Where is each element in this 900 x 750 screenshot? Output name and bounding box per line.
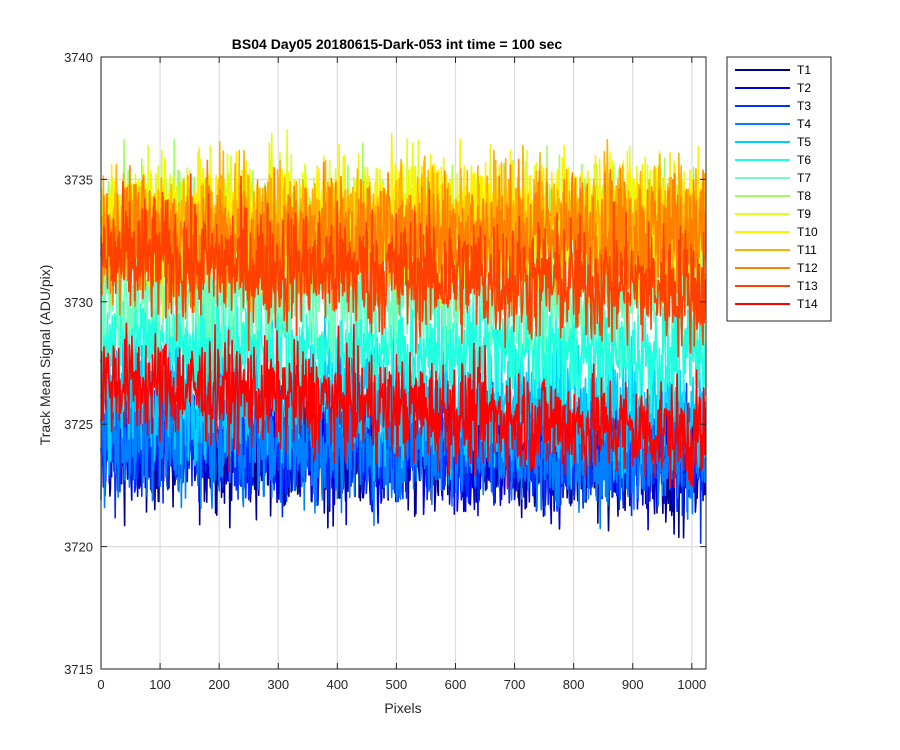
legend-label-t5: T5: [797, 135, 811, 149]
x-tick-label: 500: [386, 677, 408, 692]
y-tick-label: 3720: [64, 540, 93, 555]
legend-label-t11: T11: [797, 243, 817, 257]
x-tick-label: 0: [97, 677, 104, 692]
series-line-t6: [100, 260, 707, 425]
x-tick-label: 900: [622, 677, 644, 692]
legend-label-t2: T2: [797, 81, 811, 95]
legend-label-t10: T10: [797, 225, 818, 239]
y-tick-label: 3740: [64, 50, 93, 65]
x-tick-label: 300: [267, 677, 289, 692]
x-tick-label: 700: [504, 677, 526, 692]
legend-label-t8: T8: [797, 189, 811, 203]
legend-label-t12: T12: [797, 261, 818, 275]
x-tick-label: 1000: [677, 677, 706, 692]
x-tick-label: 600: [445, 677, 467, 692]
legend-label-t1: T1: [797, 63, 811, 77]
y-tick-label: 3730: [64, 295, 93, 310]
y-axis-label: Track Mean Signal (ADU/pix): [37, 265, 53, 446]
series-line-t14: [100, 322, 707, 490]
x-axis-label: Pixels: [384, 700, 421, 716]
legend-label-t14: T14: [797, 297, 818, 311]
legend-box: [726, 56, 832, 322]
x-tick-label: 100: [149, 677, 171, 692]
legend-label-t4: T4: [797, 117, 811, 131]
x-tick-label: 200: [208, 677, 230, 692]
x-tick-label: 800: [563, 677, 585, 692]
legend-label-t6: T6: [797, 153, 811, 167]
axes-box: [100, 56, 707, 670]
legend: T1 T2 T3 T4 T5 T6 T7 T8 T9 T10 T11 T12 T13 T14: [726, 56, 832, 322]
y-tick-label: 3715: [64, 662, 93, 677]
plot-area: [100, 129, 707, 544]
y-tick-label: 3725: [64, 417, 93, 432]
legend-label-t3: T3: [797, 99, 811, 113]
legend-label-t7: T7: [797, 171, 811, 185]
chart-title: BS04 Day05 20180615-Dark-053 int time = …: [232, 36, 563, 52]
series-line-t13: [100, 173, 707, 358]
legend-label-t13: T13: [797, 279, 818, 293]
axes: 0 100 200 300 400 500 600 700 800 900 1000 3715 3720…: [64, 50, 707, 692]
legend-label-t9: T9: [797, 207, 811, 221]
y-tick-label: 3735: [64, 172, 93, 187]
x-tick-label: 400: [326, 677, 348, 692]
